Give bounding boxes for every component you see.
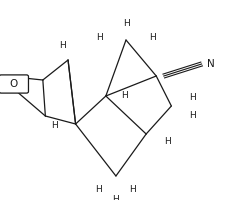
FancyBboxPatch shape: [0, 75, 28, 93]
Text: H: H: [121, 92, 128, 100]
Text: H: H: [129, 184, 136, 194]
Text: H: H: [189, 112, 196, 120]
Text: H: H: [60, 42, 66, 50]
Text: H: H: [149, 33, 155, 43]
Text: H: H: [95, 184, 102, 194]
Text: N: N: [207, 59, 214, 69]
Text: H: H: [97, 33, 103, 43]
Text: H: H: [123, 20, 129, 28]
Text: H: H: [189, 94, 196, 102]
Text: H: H: [164, 138, 171, 146]
Text: O: O: [10, 79, 18, 89]
Text: H: H: [113, 194, 119, 200]
Text: H: H: [51, 121, 58, 130]
